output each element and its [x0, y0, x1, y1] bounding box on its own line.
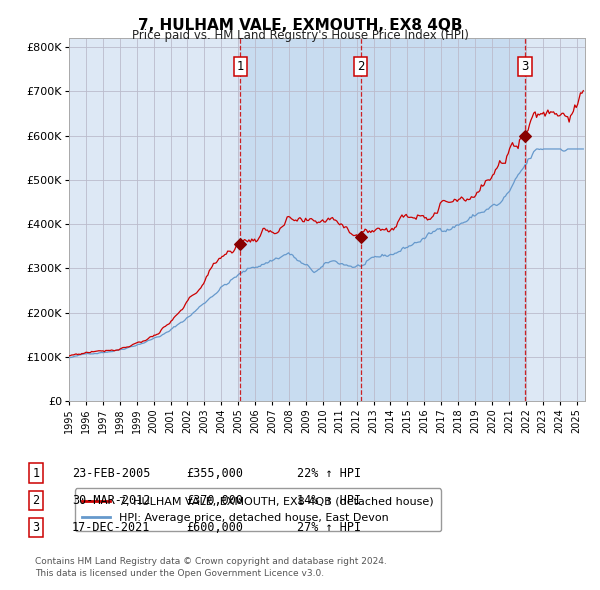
Point: [520, 131, 530, 140]
Bar: [241, 38, 525, 401]
Text: 23-FEB-2005: 23-FEB-2005: [72, 467, 151, 480]
Text: 17-DEC-2021: 17-DEC-2021: [72, 521, 151, 534]
Text: 27% ↑ HPI: 27% ↑ HPI: [297, 521, 361, 534]
Point: [236, 240, 245, 249]
Text: Price paid vs. HM Land Registry's House Price Index (HPI): Price paid vs. HM Land Registry's House …: [131, 30, 469, 42]
Text: 1: 1: [32, 467, 40, 480]
Text: 3: 3: [521, 60, 529, 73]
Text: 2: 2: [357, 60, 364, 73]
Text: 22% ↑ HPI: 22% ↑ HPI: [297, 467, 361, 480]
Text: 2: 2: [32, 494, 40, 507]
Text: £355,000: £355,000: [186, 467, 243, 480]
Text: £600,000: £600,000: [186, 521, 243, 534]
Text: 3: 3: [32, 521, 40, 534]
Text: 7, HULHAM VALE, EXMOUTH, EX8 4QB: 7, HULHAM VALE, EXMOUTH, EX8 4QB: [138, 18, 462, 32]
Text: This data is licensed under the Open Government Licence v3.0.: This data is licensed under the Open Gov…: [35, 569, 324, 578]
Legend: 7, HULHAM VALE, EXMOUTH, EX8 4QB (detached house), HPI: Average price, detached : 7, HULHAM VALE, EXMOUTH, EX8 4QB (detach…: [74, 489, 442, 531]
Point: [356, 233, 365, 242]
Text: 14% ↑ HPI: 14% ↑ HPI: [297, 494, 361, 507]
Text: £370,000: £370,000: [186, 494, 243, 507]
Text: 1: 1: [236, 60, 244, 73]
Text: Contains HM Land Registry data © Crown copyright and database right 2024.: Contains HM Land Registry data © Crown c…: [35, 557, 386, 566]
Text: 30-MAR-2012: 30-MAR-2012: [72, 494, 151, 507]
